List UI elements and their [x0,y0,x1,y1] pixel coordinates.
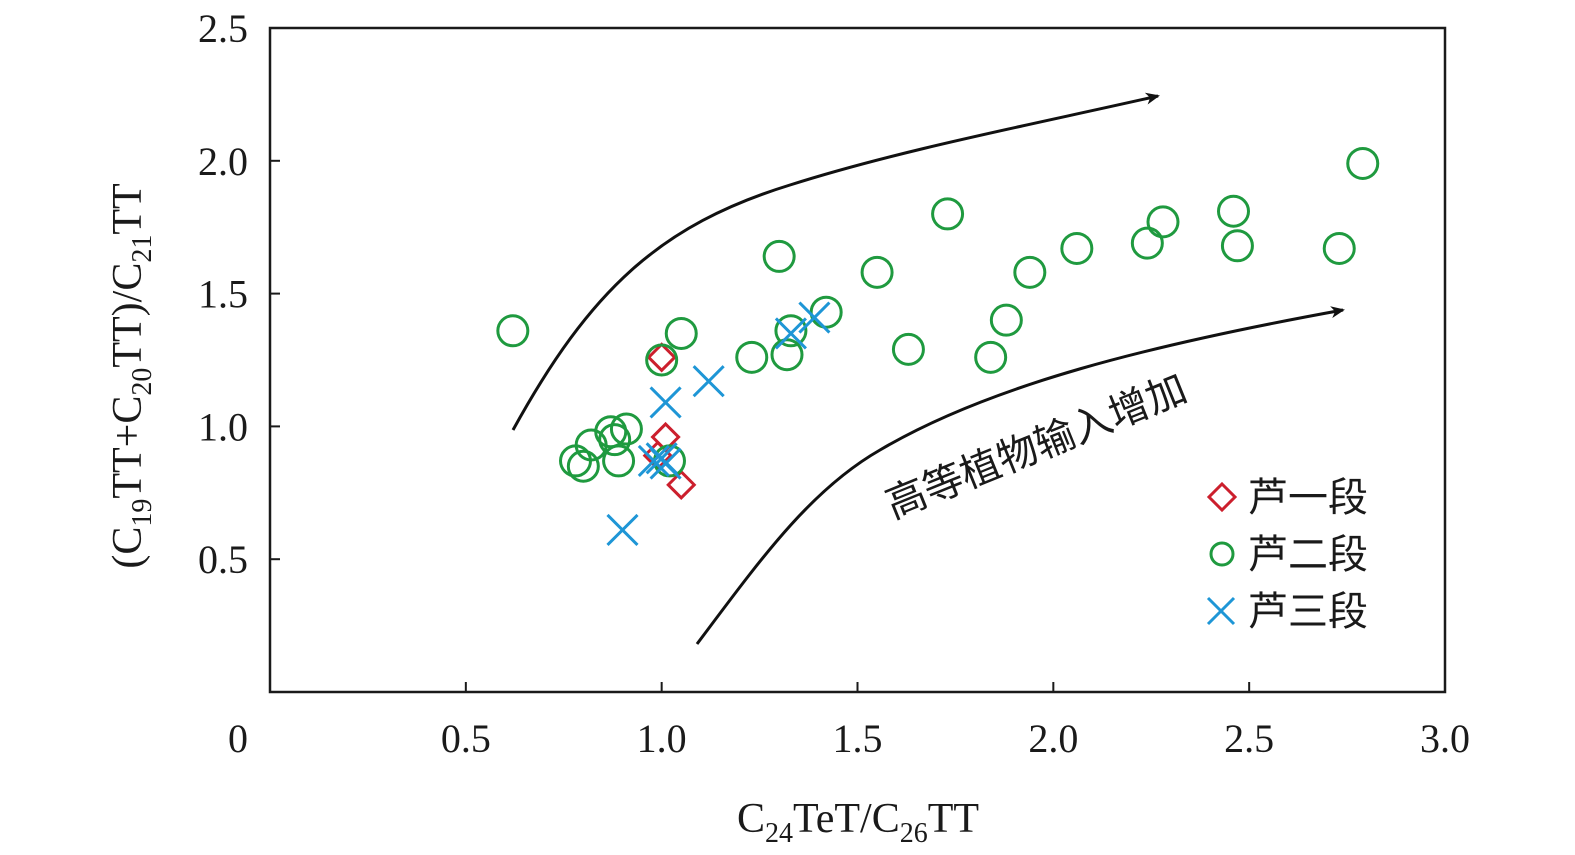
data-point-x [637,444,670,477]
data-point-circle [860,255,894,289]
data-point-x [606,513,639,547]
series-3 [606,301,831,547]
series-2 [496,146,1380,483]
data-point-circle [664,316,698,350]
y-axis-title: (C19TT+C20TT)/C21TT [105,183,158,568]
data-point-circle [989,303,1023,337]
upper-trend-arrow [511,92,1160,431]
y-tick-label: 2.5 [198,6,248,51]
data-point-circle [931,197,965,231]
data-point-x [649,386,682,419]
data-point-circle [566,449,600,483]
data-point-circle [645,343,679,377]
y-tick-label: 0.5 [198,537,248,582]
legend-item-series-2: 芦二段 [1209,532,1368,577]
x-tick-label: 0 [228,716,248,761]
data-point-circle [609,412,643,446]
lower-trend-arrow [695,306,1345,645]
legend-marker-diamond [1206,481,1238,513]
data-point-circle [770,338,804,372]
x-axis-title: C24TeT/C26TT [737,796,979,849]
data-point-x [692,365,725,398]
legend: 芦一段 芦二段 芦三段 [1206,475,1368,634]
legend-label: 芦一段 [1248,475,1368,520]
data-point-circle [891,332,925,366]
data-point-circle [602,444,636,478]
data-point-circle [735,340,769,374]
x-tick-label: 1.5 [833,716,883,761]
data-point-circle [974,340,1008,374]
y-axis: 0.5 1.0 1.5 2.0 2.5 [198,6,280,582]
data-point-circle [762,239,796,273]
trend-annotation: 高等植物输入增加 [880,366,1194,528]
y-tick-label: 2.0 [198,139,248,184]
data-point-circle [1013,255,1047,289]
x-tick-label: 2.5 [1224,716,1274,761]
data-point-circle [598,423,632,457]
x-tick-label: 1.0 [637,716,687,761]
data-point-circle [1346,146,1380,180]
data-point-circle [1130,226,1164,260]
data-point-circle [1146,205,1180,239]
data-point-circle [1217,194,1250,228]
legend-item-series-3: 芦三段 [1206,589,1368,634]
data-point-circle [1060,231,1094,265]
y-tick-label: 1.5 [198,272,248,317]
x-tick-label: 3.0 [1420,716,1470,761]
x-tick-label: 0.5 [441,716,491,761]
legend-label: 芦三段 [1248,589,1368,634]
data-point-circle [809,295,843,329]
legend-label: 芦二段 [1248,532,1368,577]
y-tick-label: 1.0 [198,404,248,449]
data-point-circle [496,314,530,348]
legend-marker-x [1206,596,1236,626]
data-point-diamond [646,342,677,373]
data-point-circle [1322,231,1356,265]
data-series [496,146,1380,547]
data-point-circle [774,314,808,348]
legend-item-series-1: 芦一段 [1206,475,1368,520]
data-point-circle [1220,229,1254,263]
legend-marker-circle [1209,541,1235,567]
x-tick-label: 2.0 [1028,716,1078,761]
data-point-x [798,301,831,334]
data-point-diamond [666,469,697,500]
data-point-x [774,317,807,350]
data-point-x [649,447,682,480]
x-axis: 0 0.5 1.0 1.5 2.0 2.5 3.0 [228,682,1470,761]
